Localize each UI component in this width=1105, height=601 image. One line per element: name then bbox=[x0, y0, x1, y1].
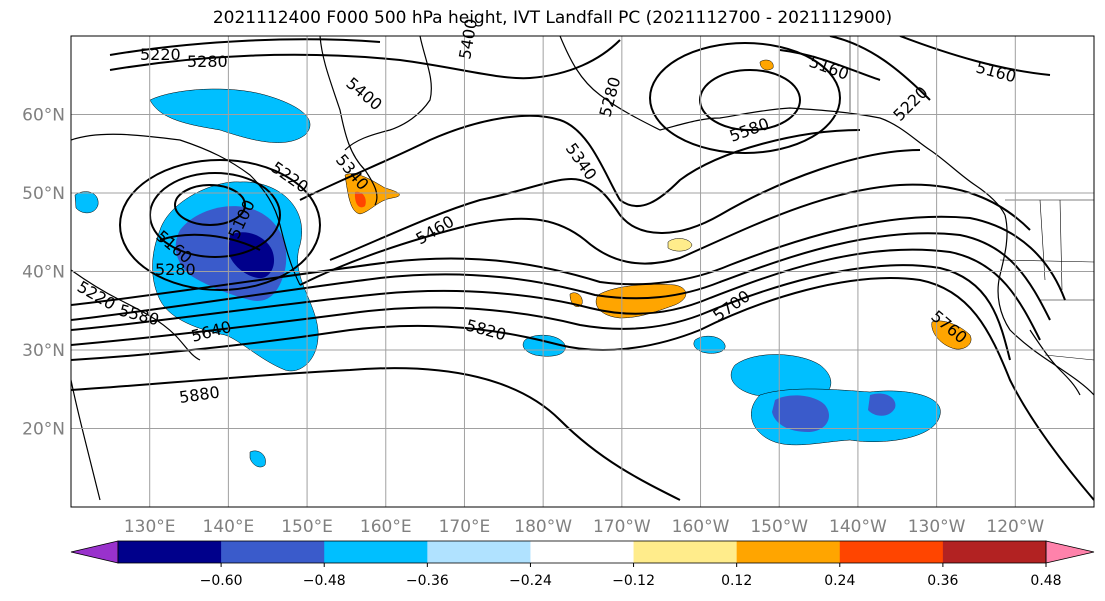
ivt-pos-bering-core bbox=[354, 191, 366, 208]
map-title: 2021112400 F000 500 hPa height, IVT Land… bbox=[212, 8, 893, 28]
ivt-positive-shading bbox=[344, 59, 972, 350]
coast-asia bbox=[71, 133, 301, 286]
longitude-label: 130°W bbox=[908, 517, 966, 537]
colorbar-tick-label: 0.12 bbox=[721, 573, 752, 589]
colorbar-tick-label: −0.12 bbox=[612, 573, 655, 589]
latitude-label: 50°N bbox=[22, 184, 65, 204]
coast-alaska bbox=[559, 36, 1006, 216]
contour-5700 bbox=[71, 248, 1041, 341]
colorbar-segment bbox=[530, 541, 635, 563]
latitude-label: 40°N bbox=[22, 263, 65, 283]
contour-5820 bbox=[71, 277, 1094, 501]
border-states bbox=[999, 199, 1094, 301]
ivt-region-subtropics-core bbox=[772, 395, 829, 432]
ivt-region-subtropics-core-2 bbox=[868, 393, 896, 416]
colorbar-tick-label: 0.24 bbox=[824, 573, 855, 589]
ivt-pos-small-3 bbox=[759, 59, 774, 71]
contour-5460 bbox=[299, 183, 1031, 286]
colorbar-segment bbox=[118, 541, 222, 563]
longitude-label: 160°E bbox=[360, 517, 412, 537]
contour-alaska-low-2 bbox=[649, 42, 841, 154]
longitude-label: 140°E bbox=[203, 517, 255, 537]
border-us-mexico bbox=[1044, 354, 1094, 361]
contour-low-center bbox=[174, 184, 246, 226]
colorbar-frame bbox=[117, 540, 1047, 564]
colorbar-tick-label: 0.36 bbox=[927, 573, 958, 589]
latitude-label: 20°N bbox=[22, 420, 65, 440]
contour-5400 bbox=[329, 149, 921, 261]
colorbar-tick-label: 0.48 bbox=[1030, 573, 1061, 589]
longitude-labels: 130°E 140°E 150°E 160°E 170°E 180°W 170°W 160°W… bbox=[124, 517, 1045, 537]
contour-5160 bbox=[779, 36, 1051, 81]
ivt-region-small-3 bbox=[74, 191, 99, 214]
coast-kamchatka bbox=[319, 36, 378, 206]
coast-asia-south bbox=[71, 379, 101, 501]
longitude-label: 140°W bbox=[829, 517, 887, 537]
longitude-label: 170°W bbox=[593, 517, 651, 537]
ivt-region-small-1 bbox=[522, 334, 566, 357]
graticule bbox=[71, 36, 1094, 507]
latitude-label: 30°N bbox=[22, 341, 65, 361]
contour-alaska-low bbox=[699, 69, 801, 131]
longitude-label: 130°E bbox=[124, 517, 176, 537]
height-contours bbox=[71, 36, 1094, 501]
latitude-label: 60°N bbox=[22, 106, 65, 126]
coast-alaska-west bbox=[344, 36, 432, 151]
colorbar-segment bbox=[221, 541, 325, 563]
contour-5340 bbox=[299, 114, 861, 207]
colorbar-tick-label: −0.36 bbox=[406, 573, 449, 589]
ivt-region-alaska-west bbox=[149, 88, 311, 143]
borders bbox=[849, 36, 1094, 361]
ivt-region-small-4 bbox=[249, 450, 266, 468]
latitude-labels: 60°N 50°N 40°N 30°N 20°N bbox=[22, 106, 65, 440]
contour-5280 bbox=[109, 39, 621, 80]
map-content bbox=[71, 36, 1094, 507]
ivt-region-small-2 bbox=[693, 335, 726, 354]
colorbar-tick-label: −0.60 bbox=[200, 573, 243, 589]
colorbar bbox=[70, 540, 1095, 564]
colorbar-segment bbox=[736, 541, 841, 563]
colorbar-tick-label: −0.48 bbox=[303, 573, 346, 589]
map-frame bbox=[70, 35, 1095, 508]
colorbar-segment bbox=[942, 541, 1047, 563]
coastlines bbox=[71, 36, 1094, 501]
contour-5760 bbox=[71, 264, 1011, 361]
contour-label: 5220 bbox=[140, 45, 181, 64]
colorbar-extend-low bbox=[70, 540, 119, 564]
longitude-label: 170°E bbox=[439, 517, 491, 537]
colorbar-tick-label: −0.24 bbox=[509, 573, 552, 589]
colorbar-extend-high bbox=[1045, 540, 1095, 564]
colorbar-segment bbox=[633, 541, 738, 563]
longitude-label: 160°W bbox=[672, 517, 730, 537]
contour-5880 bbox=[71, 367, 681, 501]
ivt-pos-small-2 bbox=[667, 238, 693, 252]
longitude-label: 150°E bbox=[281, 517, 333, 537]
colorbar-tick-labels: −0.60 −0.48 −0.36 −0.24 −0.12 0.12 0.24 0.36 0.4… bbox=[200, 563, 1062, 589]
contour-low-3 bbox=[119, 159, 321, 291]
coast-north-america bbox=[997, 214, 1094, 396]
contour-label: 5280 bbox=[187, 52, 228, 71]
contour-5220 bbox=[109, 36, 931, 101]
colorbar-segment bbox=[839, 541, 944, 563]
longitude-label: 180°W bbox=[514, 517, 572, 537]
colorbar-segment bbox=[427, 541, 531, 563]
longitude-label: 150°W bbox=[750, 517, 808, 537]
contour-5640 bbox=[71, 232, 1051, 321]
coast-baja bbox=[1029, 329, 1081, 396]
contour-label: 5280 bbox=[155, 260, 196, 279]
colorbar-segment bbox=[324, 541, 428, 563]
contour-5580 bbox=[71, 215, 1066, 306]
longitude-label: 120°W bbox=[986, 517, 1044, 537]
contour-5100 bbox=[159, 233, 261, 251]
